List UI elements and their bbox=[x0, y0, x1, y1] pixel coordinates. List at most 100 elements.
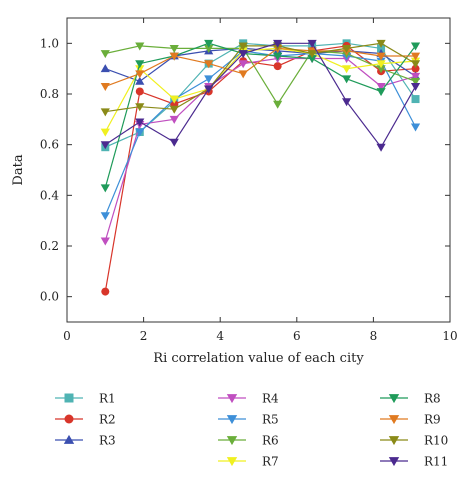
series-r9 bbox=[100, 45, 421, 91]
data-point-r2 bbox=[135, 87, 144, 96]
data-point-r10 bbox=[341, 45, 352, 53]
data-point-r8 bbox=[273, 52, 283, 61]
legend-item-r2: R2 bbox=[55, 413, 116, 427]
x-tick-label: 10 bbox=[442, 329, 457, 343]
data-point-r4 bbox=[410, 72, 421, 81]
data-point-r4 bbox=[238, 60, 248, 69]
data-point-r2 bbox=[273, 62, 282, 71]
data-point-r4 bbox=[169, 115, 179, 124]
data-point-r5 bbox=[100, 212, 110, 221]
legend-item-r8: R8 bbox=[380, 392, 441, 406]
data-point-r11 bbox=[376, 143, 386, 152]
data-point-r10 bbox=[410, 60, 421, 69]
legend-item-r6: R6 bbox=[218, 434, 279, 448]
x-tick-label: 4 bbox=[216, 329, 224, 343]
data-point-r10 bbox=[376, 39, 386, 48]
legend-label: R7 bbox=[262, 455, 279, 469]
y-tick-label: 0.8 bbox=[40, 87, 59, 101]
data-point-r11 bbox=[204, 85, 214, 94]
legend-marker bbox=[388, 457, 400, 467]
data-point-r11 bbox=[135, 118, 145, 127]
data-point-r4 bbox=[100, 237, 110, 246]
data-point-r6 bbox=[135, 42, 145, 51]
series-r5 bbox=[100, 47, 421, 221]
data-point-r6 bbox=[100, 50, 110, 59]
series-r2 bbox=[101, 41, 420, 296]
legend-marker bbox=[64, 393, 74, 403]
y-tick-label: 0.2 bbox=[40, 239, 59, 253]
legend-marker bbox=[388, 436, 400, 446]
data-point-r8 bbox=[135, 60, 145, 69]
data-point-r11 bbox=[273, 39, 283, 48]
data-point-r4 bbox=[376, 83, 386, 91]
x-tick-label: 0 bbox=[63, 329, 71, 343]
legend-label: R5 bbox=[262, 413, 279, 427]
data-point-r1 bbox=[411, 95, 420, 104]
data-point-r7 bbox=[341, 65, 352, 74]
x-tick-label: 2 bbox=[140, 329, 148, 343]
data-point-r9 bbox=[410, 52, 421, 61]
series-r8 bbox=[100, 39, 421, 193]
legend: R1 R2 R3 R4 R5 R6 R7 R8 R9 R10 R11 bbox=[55, 392, 448, 469]
legend-marker bbox=[388, 415, 400, 425]
data-point-r1 bbox=[377, 44, 386, 53]
series-line-r10 bbox=[105, 42, 416, 113]
x-tick-label: 8 bbox=[370, 329, 378, 343]
data-point-r6 bbox=[204, 45, 214, 53]
legend-item-r7: R7 bbox=[218, 455, 279, 469]
data-point-r6 bbox=[376, 65, 386, 74]
legend-marker bbox=[64, 414, 74, 424]
x-tick-label: 6 bbox=[293, 329, 301, 343]
data-point-r5 bbox=[410, 123, 421, 132]
data-point-r9 bbox=[169, 52, 179, 61]
data-point-r8 bbox=[204, 39, 214, 48]
series-r10 bbox=[100, 39, 421, 117]
plot-area bbox=[100, 39, 421, 296]
data-point-r7 bbox=[100, 128, 110, 137]
legend-label: R11 bbox=[424, 455, 448, 469]
legend-marker bbox=[226, 394, 238, 404]
x-axis-title: Ri correlation value of each city bbox=[153, 351, 364, 366]
data-point-r9 bbox=[204, 60, 214, 69]
legend-label: R1 bbox=[99, 392, 116, 406]
data-point-r5 bbox=[135, 128, 145, 137]
series-line-r6 bbox=[105, 45, 416, 106]
data-point-r7 bbox=[376, 60, 386, 69]
data-point-r7 bbox=[169, 95, 179, 104]
legend-marker bbox=[226, 415, 238, 425]
data-point-r8 bbox=[410, 42, 421, 51]
data-point-r10 bbox=[100, 108, 110, 117]
data-point-r5 bbox=[204, 75, 214, 84]
data-point-r7 bbox=[135, 65, 145, 74]
legend-item-r9: R9 bbox=[380, 413, 441, 427]
plot-frame bbox=[66, 17, 451, 323]
series-line-r7 bbox=[104, 47, 416, 133]
legend-label: R9 bbox=[424, 413, 441, 427]
legend-item-r5: R5 bbox=[218, 413, 279, 427]
series-r4 bbox=[100, 55, 421, 246]
data-point-r9 bbox=[376, 52, 386, 61]
series-line-r5 bbox=[104, 50, 417, 216]
series-r11 bbox=[100, 39, 421, 152]
data-point-r11 bbox=[341, 98, 352, 107]
legend-label: R6 bbox=[262, 434, 279, 448]
series-line-r8 bbox=[104, 42, 416, 188]
legend-marker bbox=[63, 434, 75, 444]
legend-item-r4: R4 bbox=[218, 392, 279, 406]
data-point-r2 bbox=[101, 287, 110, 296]
series-line-r4 bbox=[104, 57, 416, 242]
data-point-r10 bbox=[307, 50, 317, 59]
legend-marker bbox=[226, 457, 238, 467]
y-tick-label: 0.0 bbox=[40, 290, 59, 304]
legend-marker bbox=[388, 394, 400, 404]
legend-item-r1: R1 bbox=[55, 392, 116, 406]
data-point-r10 bbox=[135, 103, 145, 112]
y-tick-label: 0.4 bbox=[40, 188, 59, 202]
series-line-r11 bbox=[104, 42, 417, 149]
data-point-r9 bbox=[100, 83, 110, 91]
data-point-r8 bbox=[100, 184, 110, 193]
legend-label: R8 bbox=[424, 392, 441, 406]
series-line-r2 bbox=[104, 45, 416, 292]
